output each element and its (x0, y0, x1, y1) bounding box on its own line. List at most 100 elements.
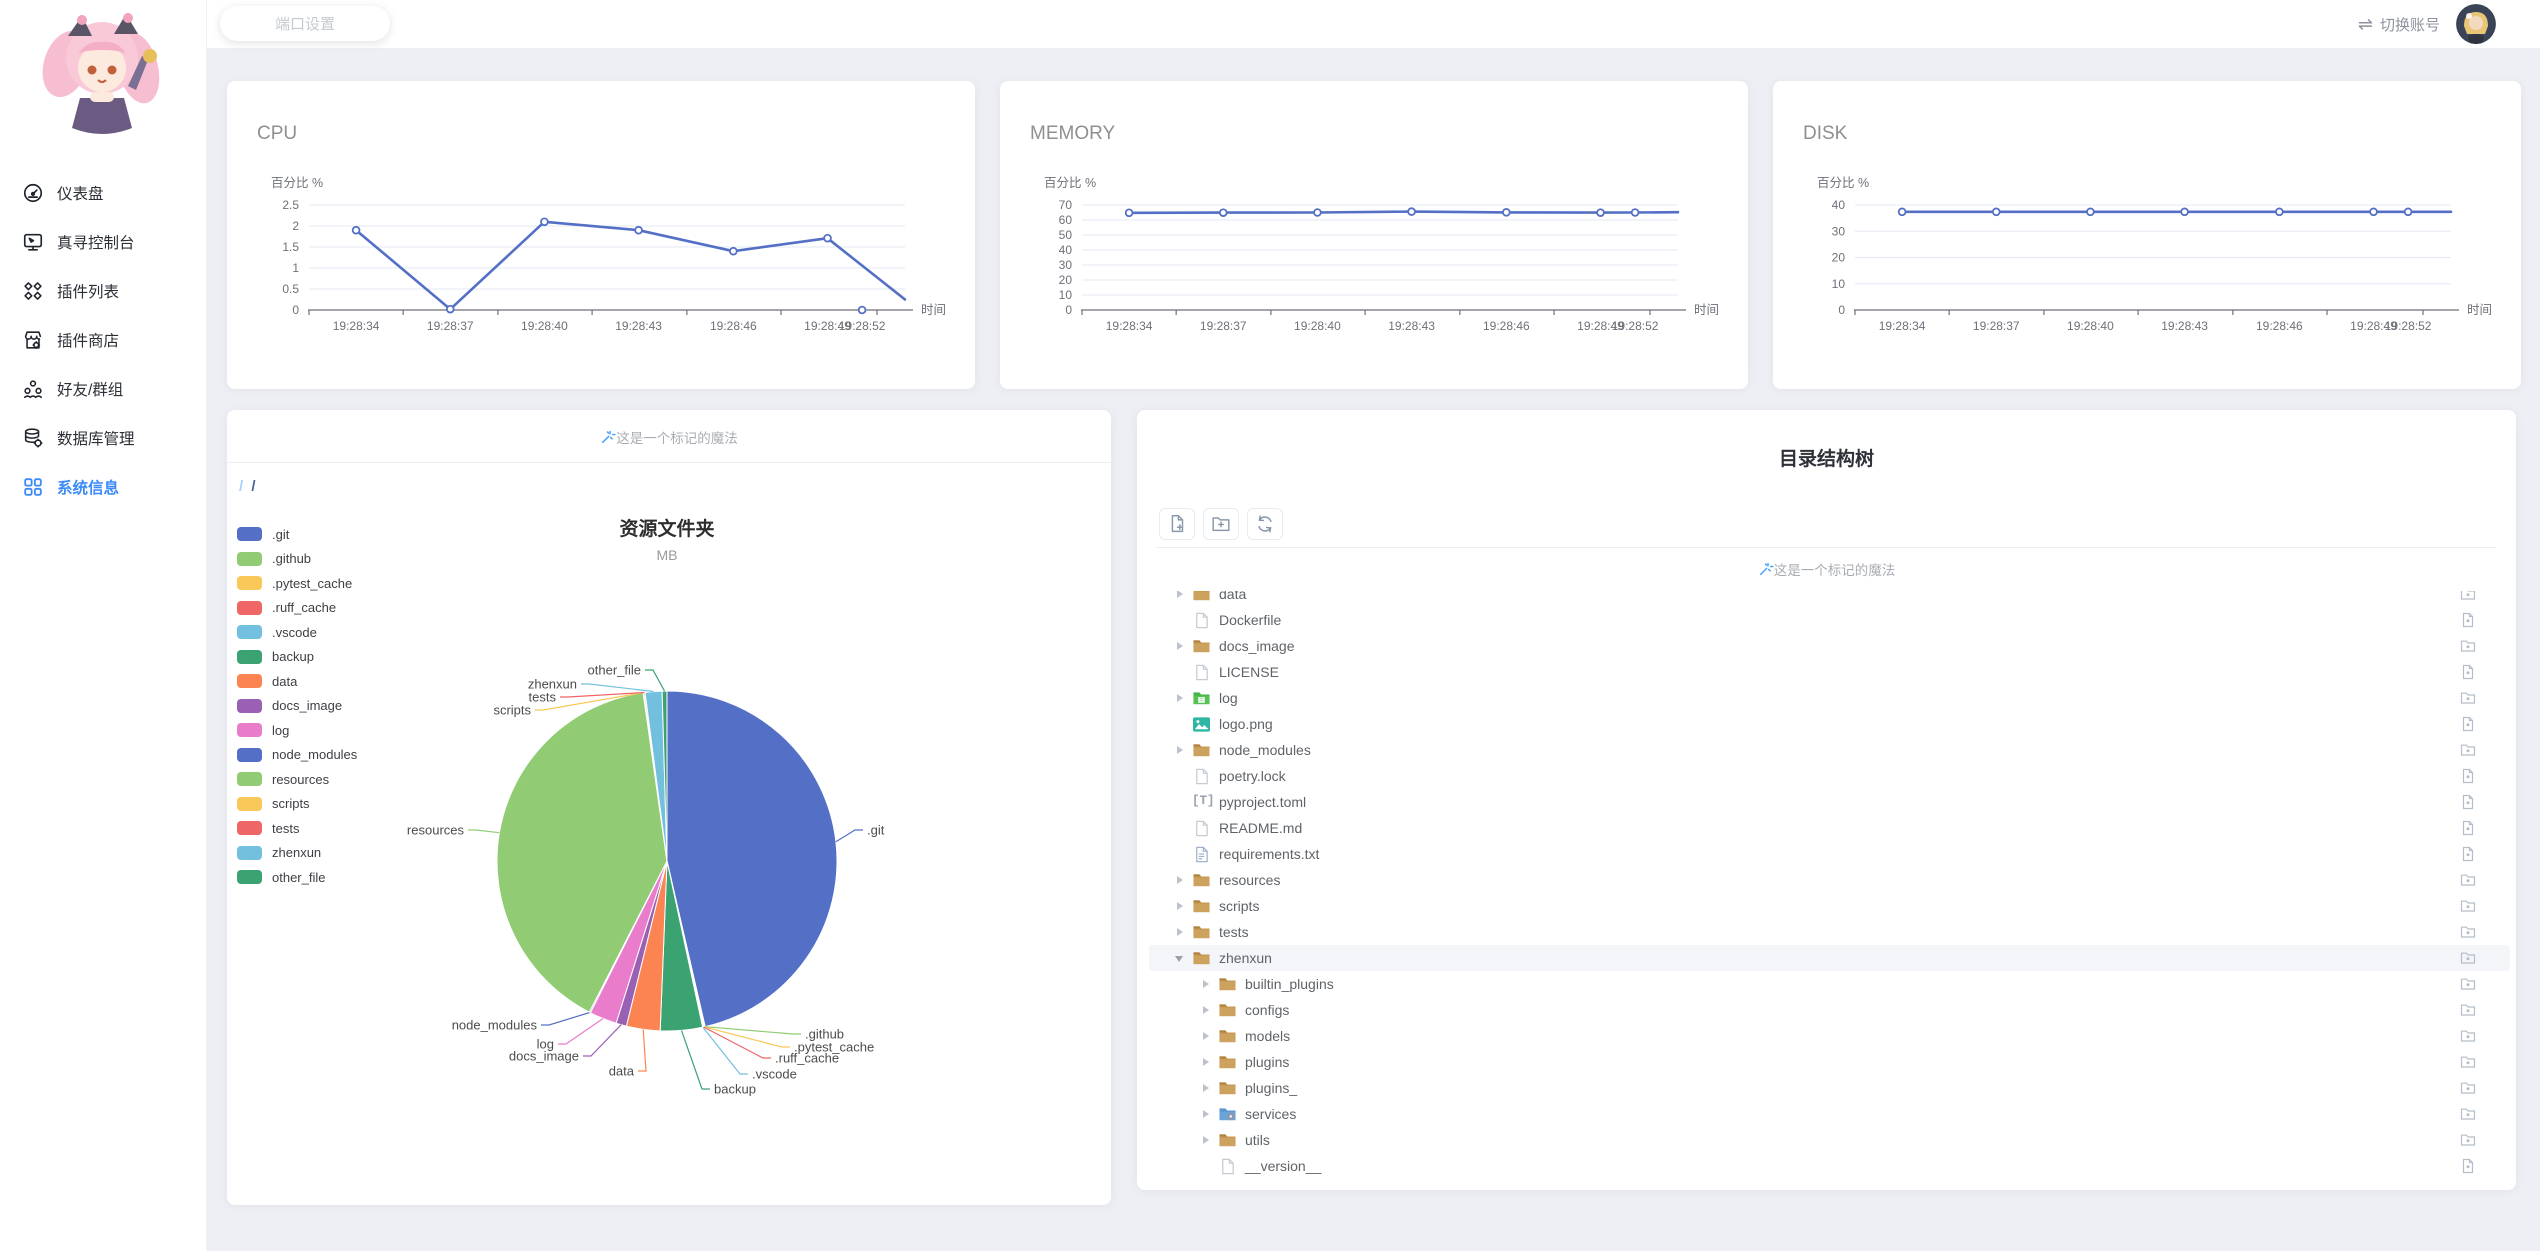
user-avatar[interactable] (2456, 4, 2496, 44)
legend-item-.pytest_cache[interactable]: .pytest_cache (237, 571, 357, 596)
tree-row-README.md[interactable]: README.md (1149, 815, 2510, 841)
pie-label-scripts: scripts (493, 703, 531, 718)
tree-row-plugins_[interactable]: plugins_ (1149, 1075, 2510, 1101)
legend-item-docs_image[interactable]: docs_image (237, 694, 357, 719)
folder-action-icon[interactable] (2460, 1054, 2476, 1070)
caret-down-icon[interactable] (1175, 953, 1185, 963)
folder-action-icon[interactable] (2460, 950, 2476, 966)
folder-action-icon[interactable] (2460, 924, 2476, 940)
tree-row-tests[interactable]: tests (1149, 919, 2510, 945)
sidebar-item-系统信息[interactable]: 系统信息 (0, 462, 206, 511)
caret-right-icon[interactable] (1175, 591, 1185, 599)
pie-subtitle: MB (657, 547, 678, 563)
resource-folder-card: 这是一个标记的魔法 / / .git .github .pytest_cache .r… (227, 410, 1111, 1205)
tree-row-node_modules[interactable]: node_modules (1149, 737, 2510, 763)
legend-item-data[interactable]: data (237, 669, 357, 694)
legend-item-tests[interactable]: tests (237, 816, 357, 841)
tree-row-logo.png[interactable]: logo.png (1149, 711, 2510, 737)
tree-row-builtin_plugins[interactable]: builtin_plugins (1149, 971, 2510, 997)
legend-label: docs_image (272, 698, 343, 714)
tree-row-models[interactable]: models (1149, 1023, 2510, 1049)
legend-item-.git[interactable]: .git (237, 522, 357, 547)
new-folder-button[interactable] (1203, 508, 1239, 540)
caret-right-icon[interactable] (1201, 1005, 1211, 1015)
folder-action-icon[interactable] (2460, 1080, 2476, 1096)
breadcrumb[interactable]: / / (239, 478, 258, 495)
file-action-icon[interactable] (2460, 768, 2476, 784)
caret-right-icon[interactable] (1175, 641, 1185, 651)
caret-right-icon[interactable] (1175, 875, 1185, 885)
port-settings-button[interactable]: 端口设置 (220, 6, 390, 41)
new-file-button[interactable] (1159, 508, 1195, 540)
legend-item-resources[interactable]: resources (237, 767, 357, 792)
folder-action-icon[interactable] (2460, 872, 2476, 888)
file-action-icon[interactable] (2460, 664, 2476, 680)
file-action-icon[interactable] (2460, 794, 2476, 810)
file-action-icon[interactable] (2460, 1158, 2476, 1174)
tree-row-plugins[interactable]: plugins (1149, 1049, 2510, 1075)
folder-action-icon[interactable] (2460, 1106, 2476, 1122)
tree-row-requirements.txt[interactable]: requirements.txt (1149, 841, 2510, 867)
caret-right-icon[interactable] (1201, 1057, 1211, 1067)
caret-right-icon[interactable] (1201, 1031, 1211, 1041)
legend-item-.github[interactable]: .github (237, 547, 357, 572)
folder-action-icon[interactable] (2460, 638, 2476, 654)
legend-item-.vscode[interactable]: .vscode (237, 620, 357, 645)
tree-row-configs[interactable]: configs (1149, 997, 2510, 1023)
caret-right-icon[interactable] (1201, 1135, 1211, 1145)
switch-account-button[interactable]: 切换账号 (2379, 16, 2440, 34)
tree-row-resources[interactable]: resources (1149, 867, 2510, 893)
gauge-icon (22, 182, 44, 204)
legend-item-scripts[interactable]: scripts (237, 792, 357, 817)
refresh-button[interactable] (1247, 508, 1283, 540)
legend-item-backup[interactable]: backup (237, 645, 357, 670)
file-action-icon[interactable] (2460, 716, 2476, 732)
sidebar-item-好友/群组[interactable]: 好友/群组 (0, 364, 206, 413)
tree-row-__version__[interactable]: __version__ (1149, 1153, 2510, 1179)
tree-row-Dockerfile[interactable]: Dockerfile (1149, 607, 2510, 633)
folder-action-icon[interactable] (2460, 742, 2476, 758)
disk-data-point (1991, 207, 2001, 217)
tree-row-poetry.lock[interactable]: poetry.lock (1149, 763, 2510, 789)
folder-action-icon[interactable] (2460, 591, 2476, 602)
tree-row-scripts[interactable]: scripts (1149, 893, 2510, 919)
tree-row-log[interactable]: log (1149, 685, 2510, 711)
legend-item-zhenxun[interactable]: zhenxun (237, 841, 357, 866)
sidebar-item-数据库管理[interactable]: 数据库管理 (0, 413, 206, 462)
caret-right-icon[interactable] (1175, 745, 1185, 755)
legend-item-log[interactable]: log (237, 718, 357, 743)
tree-row-docs_image[interactable]: docs_image (1149, 633, 2510, 659)
svg-text:10: 10 (1059, 288, 1073, 302)
folder-action-icon[interactable] (2460, 1132, 2476, 1148)
tree-row-pyproject.toml[interactable]: [T] pyproject.toml (1149, 789, 2510, 815)
caret-right-icon[interactable] (1201, 979, 1211, 989)
sidebar-item-插件列表[interactable]: 插件列表 (0, 266, 206, 315)
folder-action-icon[interactable] (2460, 690, 2476, 706)
caret-right-icon[interactable] (1175, 693, 1185, 703)
tree-row-zhenxun[interactable]: zhenxun (1149, 945, 2510, 971)
sidebar-item-仪表盘[interactable]: 仪表盘 (0, 168, 206, 217)
file-action-icon[interactable] (2460, 612, 2476, 628)
tree-scroll-area[interactable]: data Dockerfile docs_image LICENSE log logo.p… (1149, 591, 2510, 1187)
folder-action-icon[interactable] (2460, 1002, 2476, 1018)
caret-right-icon[interactable] (1175, 927, 1185, 937)
tree-row-utils[interactable]: utils (1149, 1127, 2510, 1153)
caret-right-icon[interactable] (1175, 901, 1185, 911)
file-action-icon[interactable] (2460, 820, 2476, 836)
sidebar-item-真寻控制台[interactable]: 真寻控制台 (0, 217, 206, 266)
breadcrumb-root[interactable]: / (239, 478, 246, 495)
tree-row-data[interactable]: data (1149, 591, 2510, 607)
folder-action-icon[interactable] (2460, 976, 2476, 992)
folder-action-icon[interactable] (2460, 898, 2476, 914)
caret-right-icon[interactable] (1201, 1083, 1211, 1093)
legend-item-other_file[interactable]: other_file (237, 865, 357, 890)
file-action-icon[interactable] (2460, 846, 2476, 862)
tree-row-services[interactable]: services (1149, 1101, 2510, 1127)
caret-right-icon[interactable] (1201, 1109, 1211, 1119)
folder-action-icon[interactable] (2460, 1028, 2476, 1044)
sidebar-item-插件商店[interactable]: 插件商店 (0, 315, 206, 364)
tree-row-LICENSE[interactable]: LICENSE (1149, 659, 2510, 685)
legend-item-.ruff_cache[interactable]: .ruff_cache (237, 596, 357, 621)
legend-item-node_modules[interactable]: node_modules (237, 743, 357, 768)
legend-label: .git (272, 526, 290, 542)
